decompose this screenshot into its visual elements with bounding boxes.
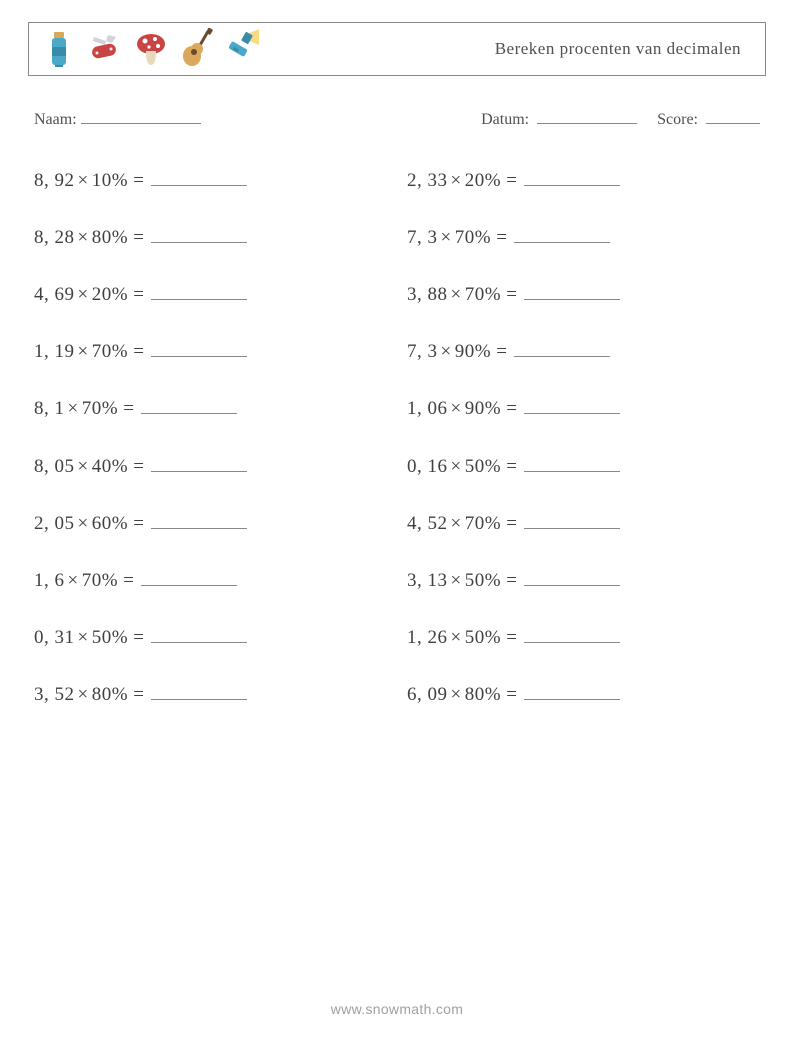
problem-expression: 8, 1×70% =: [34, 398, 135, 420]
answer-blank[interactable]: [151, 340, 247, 357]
problem: 7, 3×90% =: [407, 340, 762, 363]
problem-expression: 1, 6×70% =: [34, 570, 135, 592]
problem: 3, 88×70% =: [407, 283, 762, 306]
problem: 1, 19×70% =: [34, 340, 389, 363]
header-icons: [37, 29, 261, 69]
answer-blank[interactable]: [524, 283, 620, 300]
problem-expression: 3, 13×50% =: [407, 570, 518, 592]
problem: 1, 26×50% =: [407, 626, 762, 649]
answer-blank[interactable]: [141, 397, 237, 414]
answer-blank[interactable]: [524, 169, 620, 186]
problem-expression: 7, 3×70% =: [407, 227, 508, 249]
problem: 3, 52×80% =: [34, 683, 389, 706]
problem: 1, 6×70% =: [34, 569, 389, 592]
answer-blank[interactable]: [514, 226, 610, 243]
answer-blank[interactable]: [151, 626, 247, 643]
flashlight-icon: [225, 29, 261, 69]
answer-blank[interactable]: [151, 283, 247, 300]
answer-blank[interactable]: [151, 454, 247, 471]
problem-expression: 3, 88×70% =: [407, 284, 518, 306]
problem-expression: 1, 19×70% =: [34, 341, 145, 363]
name-label: Naam:: [34, 111, 77, 129]
problem-expression: 1, 26×50% =: [407, 627, 518, 649]
problem-expression: 2, 05×60% =: [34, 513, 145, 535]
name-field: Naam:: [34, 108, 201, 129]
problem: 1, 06×90% =: [407, 397, 762, 420]
problem-expression: 3, 52×80% =: [34, 684, 145, 706]
problem: 8, 1×70% =: [34, 397, 389, 420]
problem: 2, 05×60% =: [34, 512, 389, 535]
problem-expression: 6, 09×80% =: [407, 684, 518, 706]
problem-expression: 8, 28×80% =: [34, 227, 145, 249]
problem: 3, 13×50% =: [407, 569, 762, 592]
problem-expression: 8, 92×10% =: [34, 170, 145, 192]
score-blank[interactable]: [706, 108, 760, 124]
problem: 2, 33×20% =: [407, 169, 762, 192]
thermos-icon: [41, 29, 77, 69]
swiss-army-knife-icon: [87, 29, 123, 69]
problem: 4, 69×20% =: [34, 283, 389, 306]
answer-blank[interactable]: [151, 512, 247, 529]
answer-blank[interactable]: [151, 169, 247, 186]
problem: 8, 05×40% =: [34, 454, 389, 477]
date-blank[interactable]: [537, 108, 637, 124]
mushroom-icon: [133, 29, 169, 69]
problem: 0, 31×50% =: [34, 626, 389, 649]
date-label: Datum:: [481, 111, 529, 128]
problem: 8, 92×10% =: [34, 169, 389, 192]
worksheet-title: Bereken procenten van decimalen: [495, 39, 749, 59]
problem-expression: 0, 31×50% =: [34, 627, 145, 649]
problem-expression: 2, 33×20% =: [407, 170, 518, 192]
answer-blank[interactable]: [524, 569, 620, 586]
problem-expression: 4, 69×20% =: [34, 284, 145, 306]
problems-grid: 8, 92×10% = 2, 33×20% = 8, 28×80% = 7, 3×70…: [28, 169, 766, 706]
guitar-icon: [179, 29, 215, 69]
problem-expression: 0, 16×50% =: [407, 456, 518, 478]
problem: 8, 28×80% =: [34, 226, 389, 249]
problem-expression: 1, 06×90% =: [407, 398, 518, 420]
answer-blank[interactable]: [514, 340, 610, 357]
header-box: Bereken procenten van decimalen: [28, 22, 766, 76]
date-field: Datum:: [481, 108, 637, 129]
score-label: Score:: [657, 111, 698, 128]
problem: 6, 09×80% =: [407, 683, 762, 706]
answer-blank[interactable]: [151, 683, 247, 700]
answer-blank[interactable]: [524, 512, 620, 529]
footer-url: www.snowmath.com: [0, 1001, 794, 1017]
answer-blank[interactable]: [524, 626, 620, 643]
problem-expression: 4, 52×70% =: [407, 513, 518, 535]
problem: 7, 3×70% =: [407, 226, 762, 249]
problem: 0, 16×50% =: [407, 454, 762, 477]
problem-expression: 7, 3×90% =: [407, 341, 508, 363]
problem: 4, 52×70% =: [407, 512, 762, 535]
info-row: Naam: Datum: Score:: [28, 108, 766, 129]
score-field: Score:: [657, 108, 760, 129]
answer-blank[interactable]: [524, 454, 620, 471]
answer-blank[interactable]: [141, 569, 237, 586]
answer-blank[interactable]: [524, 397, 620, 414]
answer-blank[interactable]: [151, 226, 247, 243]
problem-expression: 8, 05×40% =: [34, 456, 145, 478]
name-blank[interactable]: [81, 108, 201, 124]
answer-blank[interactable]: [524, 683, 620, 700]
